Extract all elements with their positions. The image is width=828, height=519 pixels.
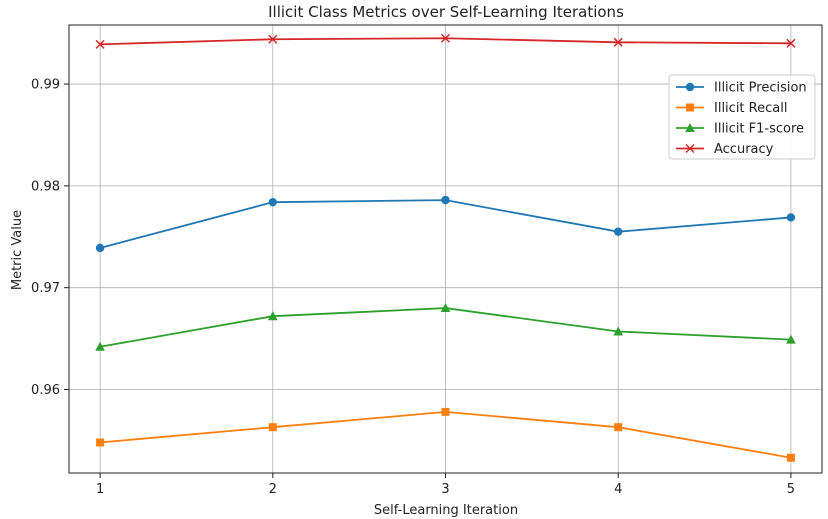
legend-item-illicit-recall: Illicit Recall — [676, 101, 787, 116]
data-point — [268, 423, 277, 432]
x-axis: 1 2 3 4 5 — [96, 473, 795, 497]
y-axis-title: Metric Value — [10, 210, 25, 290]
data-point — [441, 407, 450, 416]
y-tick-label: 0.98 — [31, 179, 60, 194]
y-tick-label: 0.96 — [31, 383, 60, 398]
data-point — [95, 243, 105, 253]
series-layer — [95, 33, 796, 462]
series-accuracy — [95, 33, 796, 49]
legend-marker — [685, 82, 695, 92]
data-point — [440, 33, 451, 43]
data-point — [267, 311, 278, 321]
x-tick-label: 3 — [441, 482, 449, 497]
legend-item-illicit-precision: Illicit Precision — [676, 81, 807, 96]
legend-label: Accuracy — [714, 142, 774, 157]
x-axis-title: Self-Learning Iteration — [374, 503, 518, 518]
data-point — [613, 37, 623, 47]
x-tick-label: 1 — [96, 482, 104, 497]
series-illicit-precision — [95, 195, 796, 253]
data-point — [95, 39, 105, 49]
data-point — [614, 423, 623, 432]
x-tick-label: 2 — [269, 482, 277, 497]
data-point — [95, 341, 105, 351]
data-point — [96, 438, 105, 447]
series-illicit-recall — [96, 407, 795, 462]
data-point — [786, 213, 796, 222]
legend-marker — [685, 143, 695, 154]
data-point — [786, 453, 795, 462]
y-axis: 0.96 0.97 0.98 0.99 — [31, 78, 69, 398]
legend-label: Illicit F1-score — [714, 122, 804, 137]
legend-frame — [668, 74, 816, 160]
data-point — [268, 34, 278, 44]
y-tick-label: 0.97 — [31, 281, 60, 296]
y-tick-label: 0.99 — [31, 78, 60, 93]
legend: Illicit Precision Illicit Recall Illicit F… — [668, 74, 816, 160]
legend-label: Illicit Recall — [714, 101, 787, 116]
x-tick-label: 5 — [787, 482, 795, 497]
series-illicit-f1-score — [95, 303, 796, 351]
data-point — [441, 195, 450, 205]
data-point — [268, 197, 277, 207]
legend-label: Illicit Precision — [714, 81, 807, 96]
data-point — [614, 227, 623, 236]
legend-item-accuracy: Accuracy — [676, 142, 774, 157]
data-point — [440, 303, 451, 313]
data-point — [786, 38, 796, 48]
data-point — [786, 334, 796, 344]
data-point — [613, 326, 624, 336]
x-tick-label: 4 — [614, 482, 622, 497]
chart-title: Illicit Class Metrics over Self-Learning… — [268, 3, 624, 21]
legend-marker — [685, 123, 695, 132]
legend-marker — [686, 103, 694, 112]
legend-item-illicit-f1-score: Illicit F1-score — [676, 122, 804, 137]
